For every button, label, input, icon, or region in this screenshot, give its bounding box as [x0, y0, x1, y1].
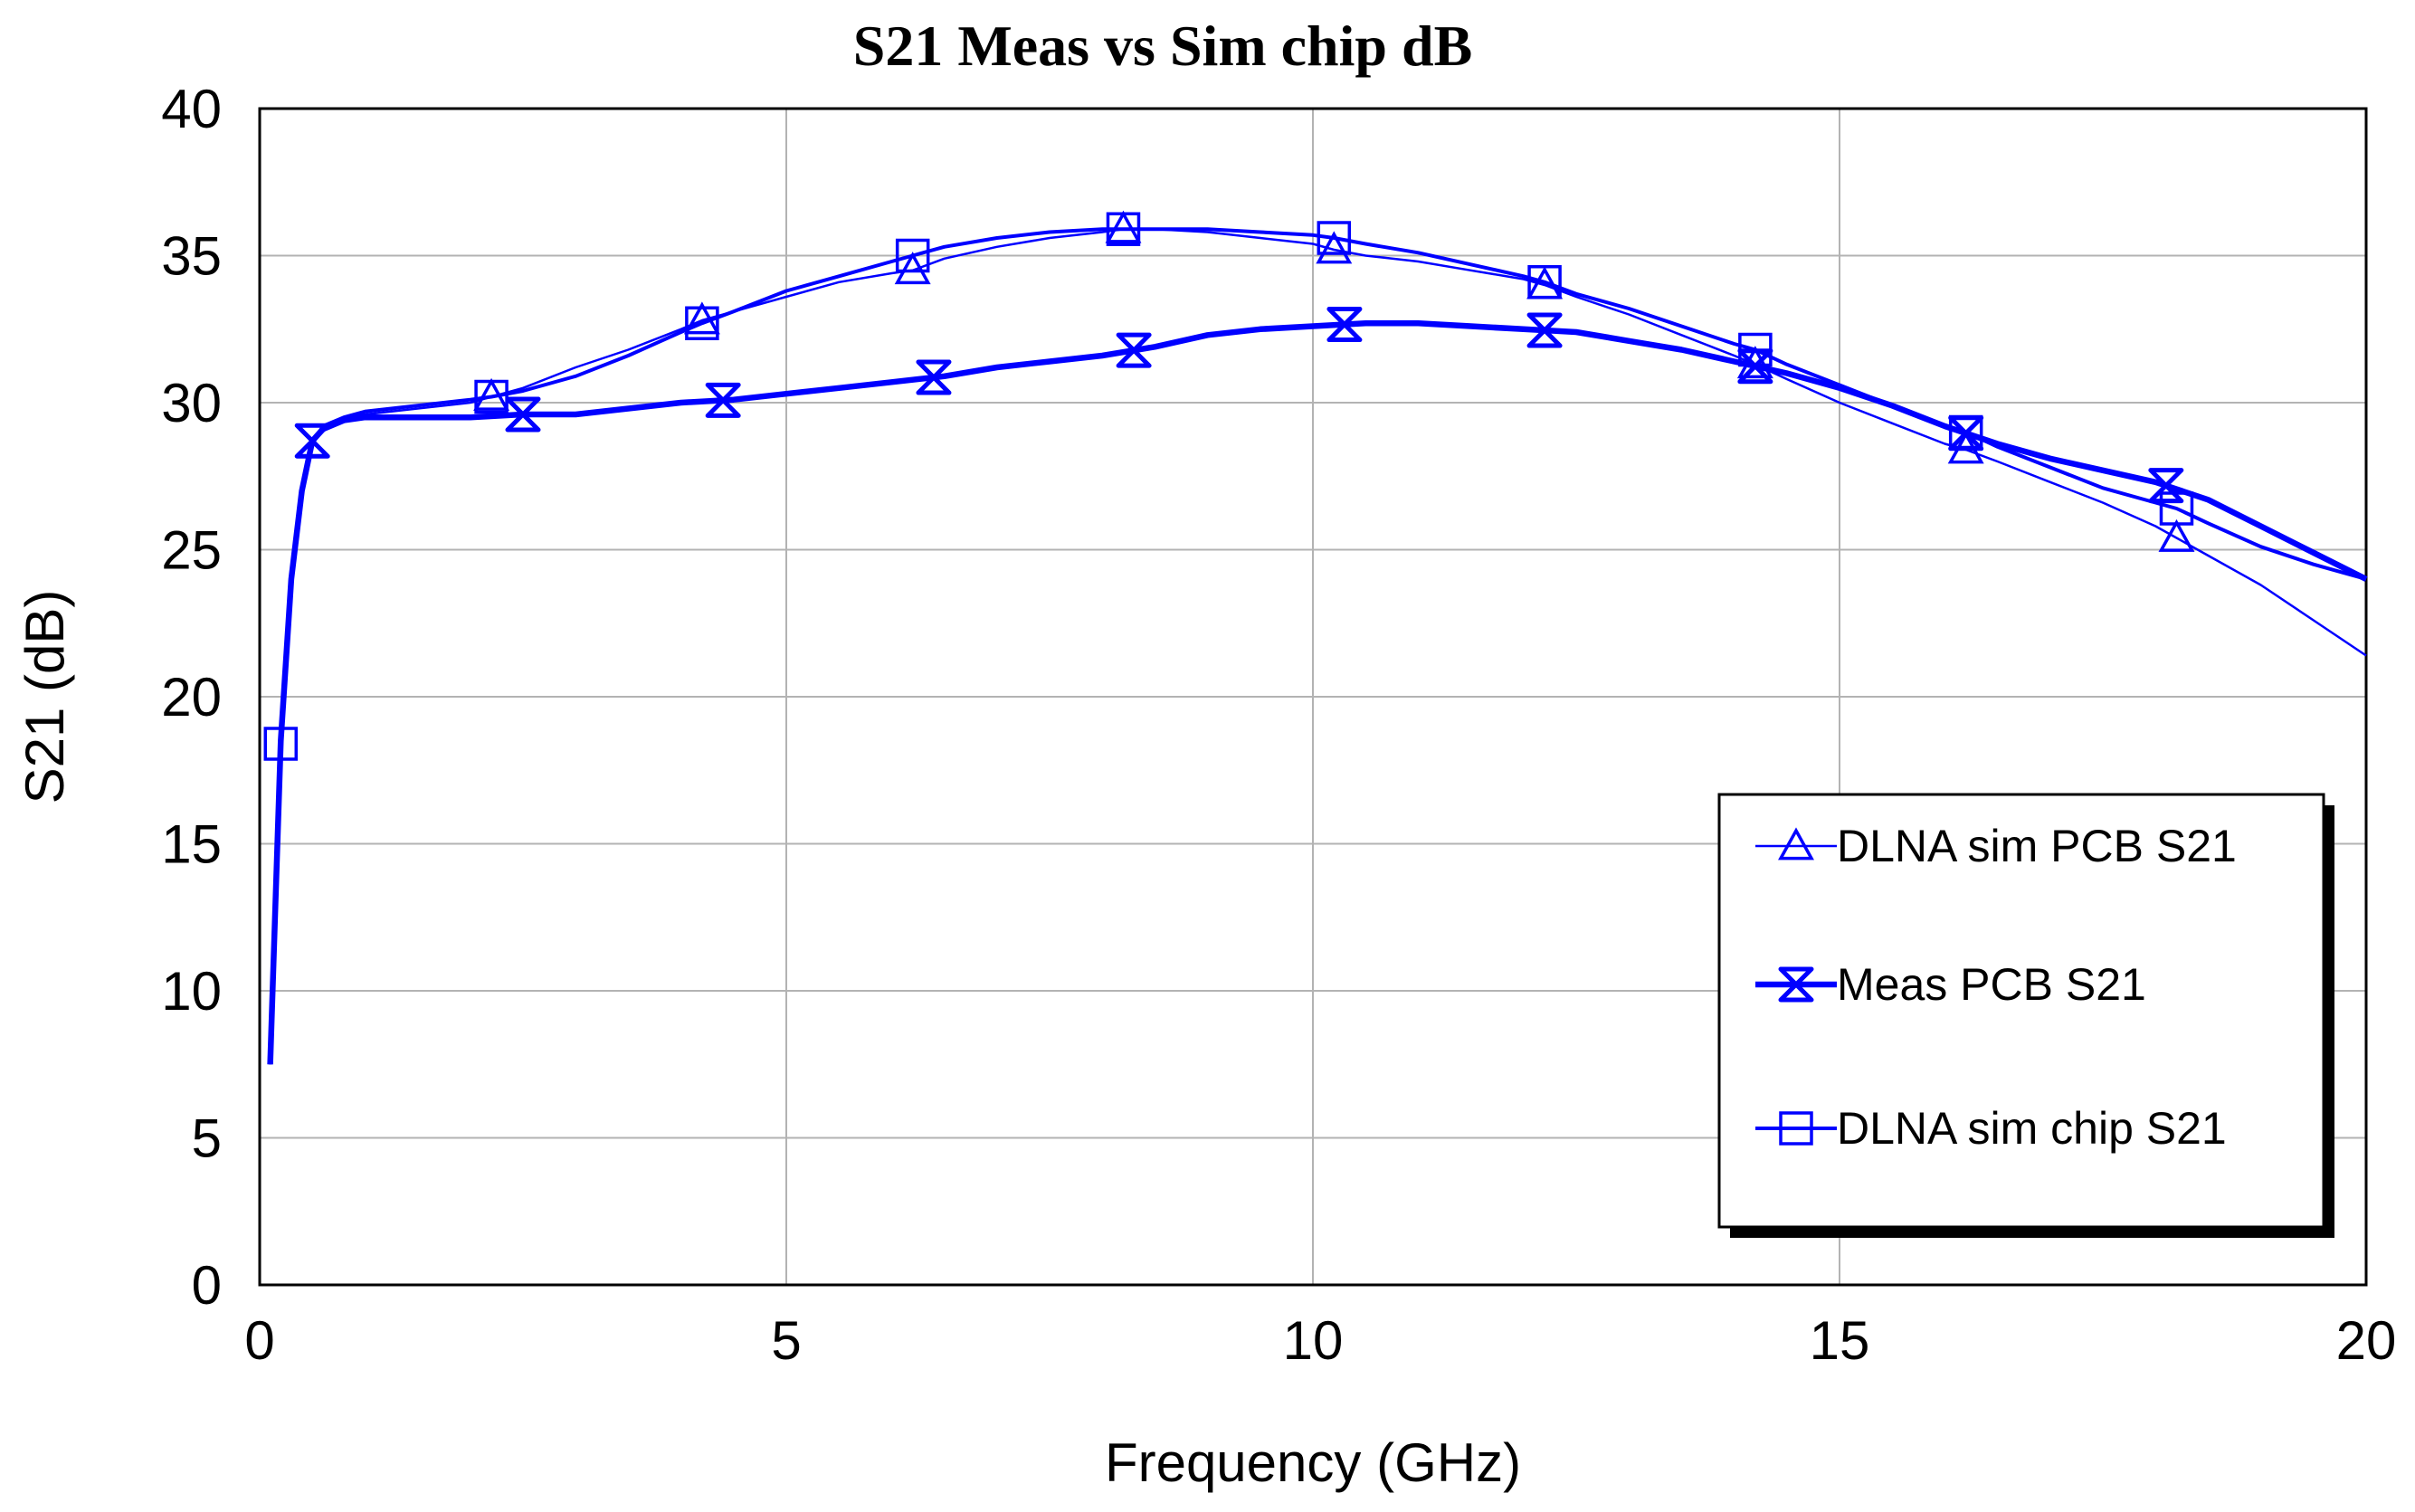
square-marker — [1738, 332, 1773, 367]
y-tick-label: 20 — [161, 667, 222, 727]
y-axis-label: S21 (dB) — [14, 590, 75, 804]
y-tick-label: 10 — [161, 961, 222, 1022]
tick-labels: 0 5 10 15 20 0 5 10 15 20 25 30 35 40 — [161, 79, 2396, 1371]
series-2 — [263, 212, 2367, 1065]
legend-item-0: DLNA sim PCB S21 — [1755, 821, 2237, 871]
chart-title: S21 Meas vs Sim chip dB — [853, 14, 1473, 78]
legend-item-2: DLNA sim chip S21 — [1755, 1103, 2227, 1154]
square-marker — [685, 306, 719, 340]
triangle-marker — [1316, 231, 1353, 264]
hourglass-marker — [1326, 307, 1363, 343]
gridlines — [260, 109, 2366, 1285]
square-marker — [1527, 265, 1562, 300]
legend-label: Meas PCB S21 — [1837, 959, 2146, 1010]
y-tick-label: 30 — [161, 373, 222, 433]
triangle-marker — [894, 252, 931, 285]
hourglass-marker — [705, 382, 741, 418]
x-tick-label: 10 — [1283, 1310, 1344, 1371]
square-marker — [474, 379, 509, 414]
y-tick-label: 5 — [192, 1108, 222, 1169]
legend-label: DLNA sim chip S21 — [1837, 1103, 2227, 1154]
y-tick-label: 35 — [161, 226, 222, 287]
square-marker — [1948, 414, 1983, 450]
hourglass-marker — [1778, 966, 1814, 1003]
square-marker — [2159, 491, 2194, 526]
triangle-marker — [1778, 827, 1814, 861]
legend-item-1: Meas PCB S21 — [1755, 959, 2146, 1010]
series-line — [268, 227, 2367, 1065]
plot-area-frame — [258, 107, 2368, 1287]
hourglass-marker — [2148, 468, 2184, 504]
square-marker — [1106, 212, 1141, 246]
y-tick-label: 40 — [161, 79, 222, 139]
legend-label: DLNA sim PCB S21 — [1837, 821, 2237, 871]
legend-items: DLNA sim PCB S21 Meas PCB S21 DLNA sim chi… — [1755, 821, 2237, 1154]
x-tick-label: 5 — [771, 1310, 801, 1371]
hourglass-marker — [1526, 312, 1563, 348]
series-layer — [263, 210, 2368, 1065]
legend-box — [1717, 793, 2325, 1229]
hourglass-marker — [294, 423, 330, 459]
y-tick-label: 15 — [161, 814, 222, 875]
hourglass-marker — [916, 359, 952, 395]
x-tick-label: 20 — [2336, 1310, 2397, 1371]
hourglass-marker — [1116, 332, 1152, 368]
square-marker — [1779, 1111, 1813, 1146]
hourglass-marker — [505, 396, 541, 433]
square-marker — [263, 727, 299, 761]
y-tick-label: 0 — [192, 1255, 222, 1316]
x-axis-label: Frequency (GHz) — [1105, 1432, 1521, 1493]
x-tick-label: 15 — [1810, 1310, 1870, 1371]
square-marker — [1317, 221, 1352, 255]
x-tick-label: 0 — [244, 1310, 274, 1371]
legend: DLNA sim PCB S21 Meas PCB S21 DLNA sim chi… — [1717, 793, 2334, 1238]
square-marker — [895, 238, 930, 273]
y-tick-label: 25 — [161, 520, 222, 581]
triangle-marker — [2158, 518, 2195, 552]
